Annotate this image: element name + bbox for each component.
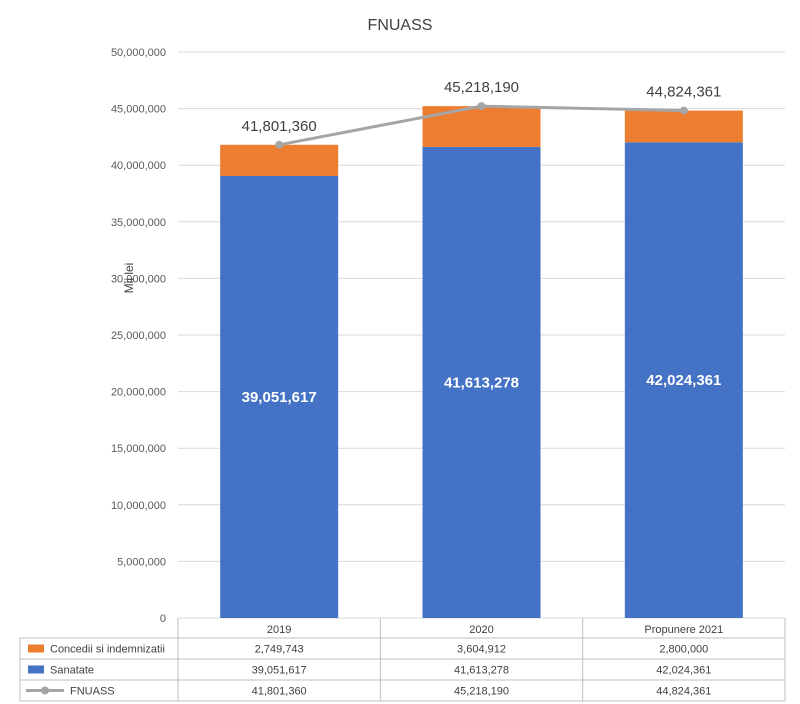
bar-value-label: 42,024,361	[646, 372, 721, 389]
table-cell: 45,218,190	[454, 686, 509, 698]
fnuass-value-label: 44,824,361	[646, 84, 721, 101]
y-tick-label: 40,000,000	[111, 160, 166, 172]
table-cell: 2,800,000	[659, 644, 708, 656]
chart-title: FNUASS	[368, 17, 433, 34]
table-cell: 2,749,743	[255, 644, 304, 656]
legend-label: Concedii si indemnizatii	[50, 644, 165, 656]
bar-sanatate	[220, 175, 339, 618]
fnuass-point	[477, 102, 486, 111]
table-cell: 39,051,617	[252, 665, 307, 677]
legend-swatch	[41, 686, 49, 695]
y-tick-label: 25,000,000	[111, 330, 166, 342]
bar-sanatate	[422, 146, 541, 619]
x-tick-label: Propunere 2021	[644, 624, 723, 636]
legend-label: FNUASS	[70, 686, 115, 698]
label-layer: 39,051,617 41,613,278 42,024,361 41,801,360…	[242, 79, 722, 406]
legend-swatch	[28, 644, 44, 653]
y-tick-label: 50,000,000	[111, 47, 166, 59]
x-tick-label: 2020	[469, 624, 493, 636]
axis-layer: 0 5,000,000 10,000,000 15,000,000 20,000,000…	[111, 47, 166, 625]
bar-sanatate	[624, 142, 743, 618]
table-cell: 41,613,278	[454, 665, 509, 677]
bar-concedii-si-indemnizatii	[422, 106, 541, 147]
fnuass-point	[679, 106, 688, 115]
legend-swatch	[28, 665, 44, 674]
y-tick-label: 45,000,000	[111, 104, 166, 116]
table-cell: 3,604,912	[457, 644, 506, 656]
bar-value-label: 39,051,617	[242, 389, 317, 406]
table-cell: 42,024,361	[656, 665, 711, 677]
bar-concedii-si-indemnizatii	[220, 144, 339, 176]
table-cell: 41,801,360	[252, 686, 307, 698]
fnuass-point	[275, 140, 284, 149]
y-tick-label: 35,000,000	[111, 217, 166, 229]
y-axis-label: Mii lei	[122, 263, 136, 294]
table-cell: 44,824,361	[656, 686, 711, 698]
line-layer	[275, 102, 688, 149]
y-tick-label: 30,000,000	[111, 273, 166, 285]
y-tick-label: 15,000,000	[111, 443, 166, 455]
y-tick-label: 5,000,000	[117, 556, 166, 568]
legend-label: Sanatate	[50, 665, 94, 677]
bar-value-label: 41,613,278	[444, 374, 519, 391]
data-table: 2019 2020 Propunere 2021 Concedii si indemn…	[19, 618, 786, 702]
fnuass-value-label: 41,801,360	[242, 118, 317, 135]
bar-concedii-si-indemnizatii	[624, 110, 743, 143]
fnuass-value-label: 45,218,190	[444, 79, 519, 96]
y-tick-label: 20,000,000	[111, 387, 166, 399]
y-tick-label: 0	[160, 613, 166, 625]
y-tick-label: 10,000,000	[111, 500, 166, 512]
bar-layer	[220, 106, 743, 619]
x-tick-label: 2019	[267, 624, 291, 636]
